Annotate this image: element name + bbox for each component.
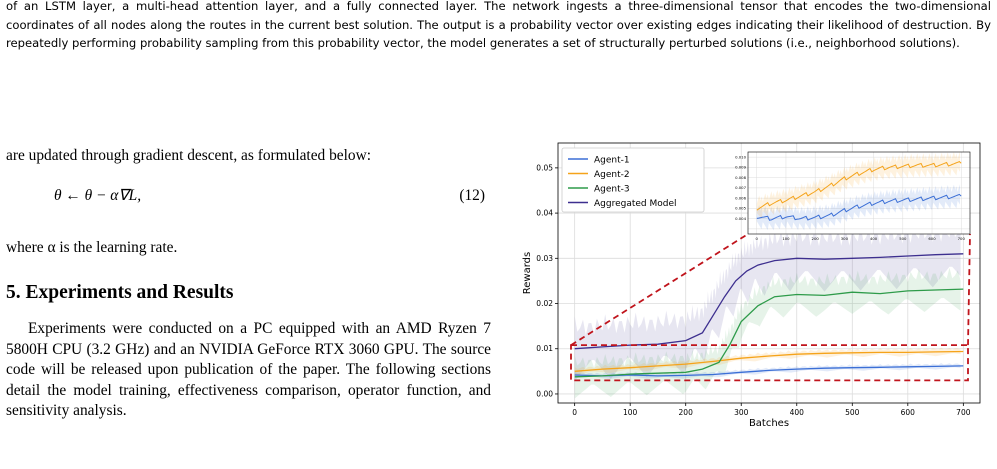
y-tick-label: 0.00	[536, 389, 553, 398]
inset-y-tick-label: 0.009	[735, 165, 746, 170]
inset-x-tick-label: 300	[841, 236, 849, 241]
inset-y-tick-label: 0.006	[735, 195, 746, 200]
inset-series-line-agent-2	[756, 161, 962, 211]
zoom-connector-left	[570, 233, 749, 346]
x-tick-label: 700	[956, 408, 971, 417]
x-tick-label: 100	[623, 408, 638, 417]
y-tick-label: 0.03	[536, 254, 553, 263]
y-axis-label: Rewards	[522, 252, 533, 294]
x-tick-label: 0	[572, 408, 577, 417]
x-tick-label: 300	[734, 408, 749, 417]
inset-x-tick-label: 600	[928, 236, 936, 241]
x-tick-label: 500	[845, 408, 860, 417]
legend-label: Agent-2	[594, 170, 630, 180]
inset-x-tick-label: 200	[812, 236, 820, 241]
inset-chart: 0 100 200 300 400 500 600 700 0.004 0.005 0.006 0.0…	[735, 151, 971, 241]
x-tick-label: 400	[790, 408, 805, 417]
legend-label: Aggregated Model	[594, 199, 677, 209]
where-sentence: where α is the learning rate.	[6, 239, 178, 256]
reward-chart: 0 100 200 300 400 500 600 700 0.00 0.01 0.02 0.03 0.…	[522, 142, 981, 429]
plot-frame	[557, 142, 981, 404]
zoom-connector-right	[967, 233, 971, 346]
aggregated-variance-band	[574, 221, 961, 382]
inset-y-tick-label: 0.005	[735, 206, 746, 211]
inset-background	[748, 152, 970, 234]
legend-label: Agent-3	[594, 185, 630, 195]
series-line-agent-2	[574, 350, 964, 372]
left-column: are updated through gradient descent, as…	[6, 146, 491, 419]
x-tick-label: 600	[901, 408, 916, 417]
inset-x-tick-label: 0	[756, 236, 759, 241]
equation-text: θ ← θ − α∇L,	[54, 187, 142, 204]
inset-x-tick-label: 400	[870, 236, 878, 241]
y-tick-label: 0.01	[536, 344, 553, 353]
inset-y-tick-label: 0.004	[735, 216, 746, 221]
series-line-agent-1	[574, 365, 964, 377]
inset-y-tick-label: 0.007	[735, 185, 746, 190]
equation-12: θ ← θ − α∇L, (12)	[6, 186, 491, 208]
equation-number: (12)	[459, 187, 485, 204]
y-tick-label: 0.05	[536, 163, 553, 172]
inset-frame	[747, 151, 971, 235]
inset-series-line-agent-1	[756, 193, 962, 221]
zoom-region-box	[570, 344, 969, 382]
reward-figure: 0 100 200 300 400 500 600 700 0.00 0.01 0.02 0.03 0.…	[510, 138, 995, 469]
section-title: 5. Experiments and Results	[6, 282, 234, 303]
legend-box	[561, 147, 705, 213]
x-tick-label: 200	[679, 408, 694, 417]
agent-3-variance-band	[574, 267, 961, 399]
inset-x-tick-label: 500	[899, 236, 907, 241]
inset-x-tick-label: 100	[782, 236, 790, 241]
series-line-aggregated-model	[574, 253, 964, 350]
x-axis-label: Batches	[749, 418, 789, 429]
inset-y-tick-label: 0.010	[735, 154, 746, 159]
figure-caption-continued: of an LSTM layer, a multi-head attention…	[6, 0, 991, 53]
y-tick-label: 0.04	[536, 209, 553, 218]
intro-sentence: are updated through gradient descent, as…	[6, 147, 371, 164]
series-line-agent-3	[574, 288, 964, 378]
inset-variance-band	[756, 151, 960, 219]
legend-label: Agent-1	[594, 156, 630, 166]
caption-text: of an LSTM layer, a multi-head attention…	[6, 0, 991, 51]
legend: Agent-1 Agent-2 Agent-3 Aggregated Model	[561, 147, 705, 213]
inset-y-tick-label: 0.008	[735, 175, 746, 180]
y-tick-label: 0.02	[536, 299, 553, 308]
section-body: Experiments were conducted on a PC equip…	[6, 320, 491, 419]
inset-x-tick-label: 700	[958, 236, 966, 241]
agent-2-variance-band	[574, 347, 961, 376]
